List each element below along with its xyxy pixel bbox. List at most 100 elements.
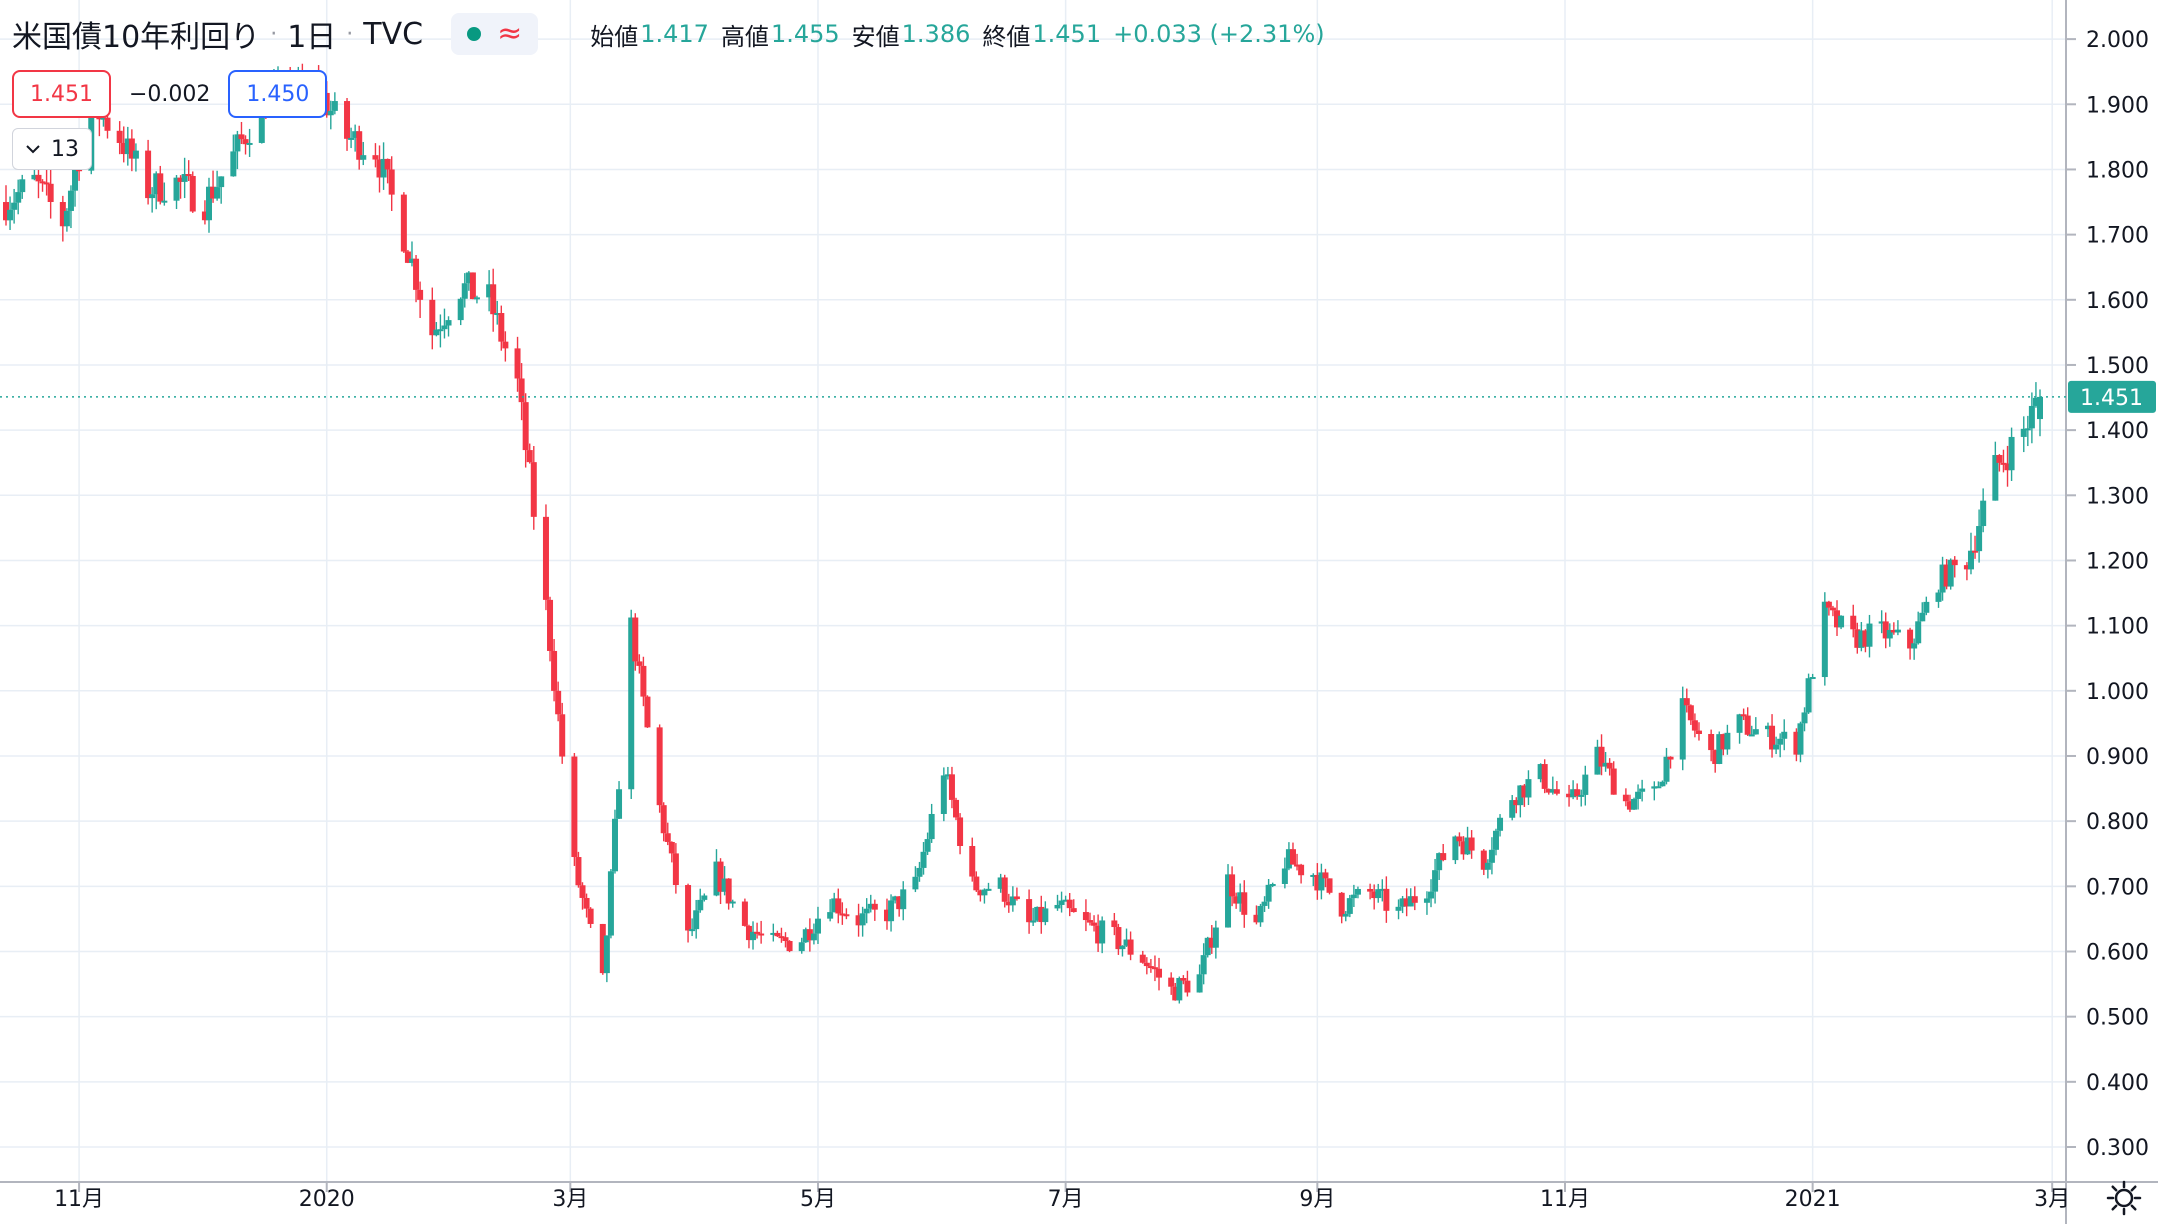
candle-body xyxy=(1521,785,1528,798)
candle-body xyxy=(774,932,781,937)
open-label: 始値 xyxy=(590,22,639,51)
candle-body xyxy=(72,169,79,191)
candle-body xyxy=(465,272,472,284)
candle-body xyxy=(583,897,590,909)
candle-body xyxy=(124,138,131,155)
candle-body xyxy=(1659,781,1666,787)
symbol-title[interactable]: 米国債10年利回り xyxy=(12,20,261,55)
candle-body xyxy=(1736,714,1743,733)
price-tick-label: 0.400 xyxy=(2086,1071,2149,1096)
candle-body xyxy=(1423,898,1430,903)
candle-body xyxy=(1383,888,1390,911)
candle-body xyxy=(153,173,160,195)
candle-body xyxy=(1432,870,1439,892)
candle-body xyxy=(1326,878,1333,893)
settings-gear-icon[interactable] xyxy=(2104,1178,2144,1218)
candle-body xyxy=(900,889,907,910)
candle-body xyxy=(1281,868,1288,884)
candle-body xyxy=(2000,462,2007,465)
candle-body xyxy=(173,177,180,201)
candle-body xyxy=(587,908,594,924)
candle-body xyxy=(360,155,367,160)
candle-body xyxy=(750,931,757,941)
candle-body xyxy=(181,174,188,182)
candle-body xyxy=(1781,731,1788,739)
candle-body xyxy=(1582,774,1589,795)
candle-body xyxy=(1992,455,1999,501)
candle-body xyxy=(408,258,415,263)
candle-body xyxy=(1403,898,1410,907)
candle-body xyxy=(1878,621,1885,624)
candle-body xyxy=(1541,764,1548,789)
candle-body xyxy=(628,617,635,790)
candle-body xyxy=(1367,888,1374,892)
candle-body xyxy=(161,200,168,203)
candle-body xyxy=(128,138,135,159)
candle-body xyxy=(1809,677,1816,680)
candle-body xyxy=(1099,920,1106,944)
separator-dot: · xyxy=(346,21,354,47)
candle-body xyxy=(1269,883,1276,886)
candle-body xyxy=(843,914,850,917)
price-tick-label: 1.700 xyxy=(2086,224,2149,249)
candle-body xyxy=(603,935,610,974)
candle-body xyxy=(380,158,387,178)
candle-body xyxy=(1436,853,1443,871)
interval-label[interactable]: 1日 xyxy=(287,20,337,55)
candle-body xyxy=(145,150,152,199)
candle-body xyxy=(1545,788,1552,793)
candle-body xyxy=(1062,899,1069,902)
candle-body xyxy=(1894,629,1901,633)
candle-body xyxy=(100,117,107,120)
candle-body xyxy=(1497,817,1504,831)
candle-body xyxy=(1838,615,1845,628)
candle-body xyxy=(530,462,537,517)
price-tick-label: 1.400 xyxy=(2086,419,2149,444)
close-value: 1.451 xyxy=(1032,20,1102,48)
candle-body xyxy=(685,885,692,931)
price-tick-label: 0.900 xyxy=(2086,745,2149,770)
price-tick-label: 2.000 xyxy=(2086,28,2149,53)
candle-body xyxy=(205,186,212,221)
candle-body xyxy=(1907,629,1914,649)
candle-body xyxy=(1399,898,1406,907)
candle-body xyxy=(1082,912,1089,921)
candle-body xyxy=(1712,750,1719,764)
candle-body xyxy=(1858,630,1865,648)
candle-body xyxy=(1156,968,1163,978)
candle-body xyxy=(2020,428,2027,437)
market-status-pill[interactable]: ≈ xyxy=(451,13,539,55)
candle-body xyxy=(782,937,789,942)
candle-body xyxy=(15,192,22,203)
price-tick-label: 0.300 xyxy=(2086,1136,2149,1161)
candle-body xyxy=(920,851,927,868)
candle-body xyxy=(1354,888,1361,895)
buy-button[interactable]: 1.450 xyxy=(228,70,328,118)
candle-body xyxy=(445,320,452,326)
indicators-toggle-button[interactable]: 13 xyxy=(12,128,92,170)
candle-body xyxy=(1947,559,1954,587)
candle-body xyxy=(1509,800,1516,818)
time-tick-label: 3月 xyxy=(2034,1187,2070,1212)
candle-body xyxy=(1797,723,1804,755)
candle-body xyxy=(1111,920,1118,928)
candle-body xyxy=(640,665,647,697)
candle-body xyxy=(1549,789,1556,793)
candle-body xyxy=(2028,405,2035,429)
candle-body xyxy=(3,202,9,221)
price-tick-label: 1.000 xyxy=(2086,680,2149,705)
candle-body xyxy=(1513,800,1520,806)
candle-body xyxy=(1346,898,1353,914)
candle-body xyxy=(214,187,221,199)
candle-body xyxy=(668,841,675,854)
candle-body xyxy=(372,155,379,160)
candle-body xyxy=(11,202,18,210)
candle-body xyxy=(973,876,980,891)
candle-body xyxy=(242,139,249,145)
time-tick-label: 9月 xyxy=(1299,1187,1335,1212)
sell-button[interactable]: 1.451 xyxy=(12,70,111,118)
candle-body xyxy=(717,861,724,892)
candle-body xyxy=(697,899,704,911)
candle-body xyxy=(579,885,586,898)
